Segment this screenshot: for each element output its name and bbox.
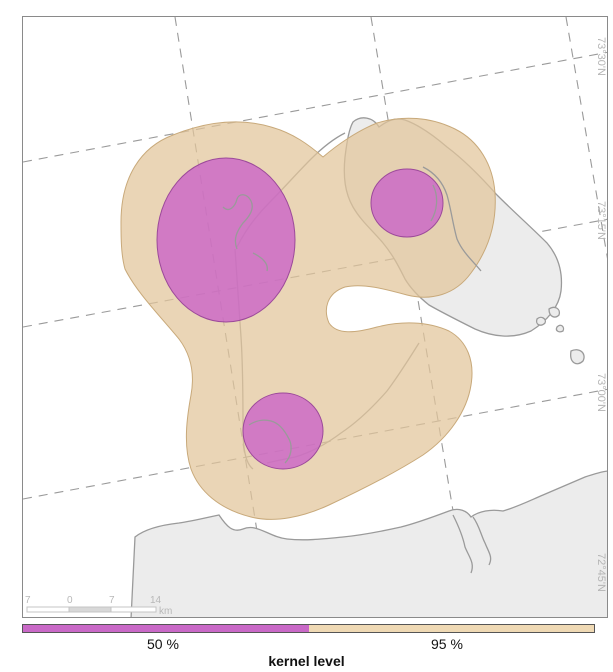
scale-bar-segment-2 (68, 606, 112, 613)
island-4 (555, 324, 565, 333)
island-1 (548, 306, 561, 318)
legend-swatch-95 (308, 625, 594, 632)
coast-over-kernel-east (422, 166, 482, 272)
graticule-label-right-72-45n: 72°45'N (594, 553, 607, 592)
parallel-73-00n (23, 388, 607, 500)
kernel-map (23, 17, 607, 617)
graticule-label-right-73-30n: 73°30'N (594, 37, 607, 76)
meridian-71e (370, 17, 472, 617)
graticule-label-right-73-15n: 73°15'N (594, 201, 607, 240)
legend-label-95: 95 % (431, 636, 463, 652)
coast-detail-south (452, 514, 492, 574)
land-south (130, 470, 607, 617)
scale-bar-segment-1 (26, 606, 70, 613)
scale-tick-label-2: 0 (67, 595, 73, 606)
coast-over-kernel-south (248, 419, 292, 464)
legend-title: kernel level (268, 653, 345, 669)
meridian-72e (565, 17, 607, 259)
parallel-73-30n (23, 51, 607, 163)
scale-tick-label-4: 14 (150, 595, 162, 606)
legend-color-bar (22, 624, 595, 633)
kernel-50-area-south (242, 392, 324, 470)
scale-bar (26, 606, 157, 613)
legend-label-50: 50 % (147, 636, 179, 652)
scale-tick-label-1: 7 (25, 595, 31, 606)
map-frame: 70°E 71°E 72°E 73°30'N 73°15'N 73°00'N 7… (22, 16, 608, 618)
scale-bar-segment-3 (110, 606, 157, 613)
kernel-50-area-northwest (156, 157, 296, 323)
scale-tick-label-3: 7 (109, 595, 115, 606)
island-2 (570, 349, 585, 365)
island-3 (535, 316, 547, 326)
scale-unit-label: km (159, 606, 173, 617)
graticule-label-right-73-00n: 73°00'N (594, 373, 607, 412)
kernel-50-area-northeast (370, 168, 444, 238)
legend-swatch-50 (23, 625, 309, 632)
coast-over-kernel-west (222, 194, 268, 272)
